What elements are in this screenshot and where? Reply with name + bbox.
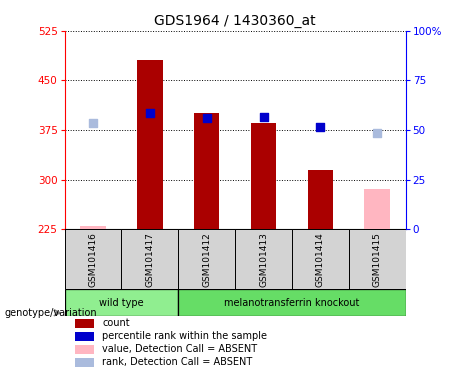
Text: value, Detection Call = ABSENT: value, Detection Call = ABSENT <box>102 344 257 354</box>
Point <box>203 115 210 121</box>
Bar <box>75 332 94 341</box>
Text: melanotransferrin knockout: melanotransferrin knockout <box>225 298 360 308</box>
Point <box>317 124 324 130</box>
Point <box>260 114 267 120</box>
Text: count: count <box>102 318 130 328</box>
Bar <box>178 290 406 316</box>
Bar <box>121 229 178 290</box>
Text: percentile rank within the sample: percentile rank within the sample <box>102 331 267 341</box>
Title: GDS1964 / 1430360_at: GDS1964 / 1430360_at <box>154 14 316 28</box>
Bar <box>178 229 235 290</box>
Bar <box>65 229 121 290</box>
Text: GSM101413: GSM101413 <box>259 232 268 287</box>
Text: rank, Detection Call = ABSENT: rank, Detection Call = ABSENT <box>102 358 252 367</box>
Text: GSM101416: GSM101416 <box>89 232 97 287</box>
Bar <box>194 113 219 229</box>
Text: GSM101417: GSM101417 <box>145 232 154 287</box>
Point <box>146 110 154 116</box>
Bar <box>307 170 333 229</box>
Text: GSM101414: GSM101414 <box>316 232 325 287</box>
Point <box>89 120 97 126</box>
Bar <box>75 319 94 328</box>
Bar <box>365 189 390 229</box>
Bar <box>235 229 292 290</box>
Bar <box>75 345 94 354</box>
Bar <box>292 229 349 290</box>
Bar <box>75 358 94 367</box>
Text: genotype/variation: genotype/variation <box>5 308 97 318</box>
Text: GSM101415: GSM101415 <box>373 232 382 287</box>
Bar <box>65 290 178 316</box>
Bar <box>251 123 276 229</box>
Text: GSM101412: GSM101412 <box>202 232 211 287</box>
Text: wild type: wild type <box>99 298 144 308</box>
Bar <box>137 61 163 229</box>
Bar <box>349 229 406 290</box>
Point <box>373 130 381 136</box>
Bar <box>80 226 106 229</box>
